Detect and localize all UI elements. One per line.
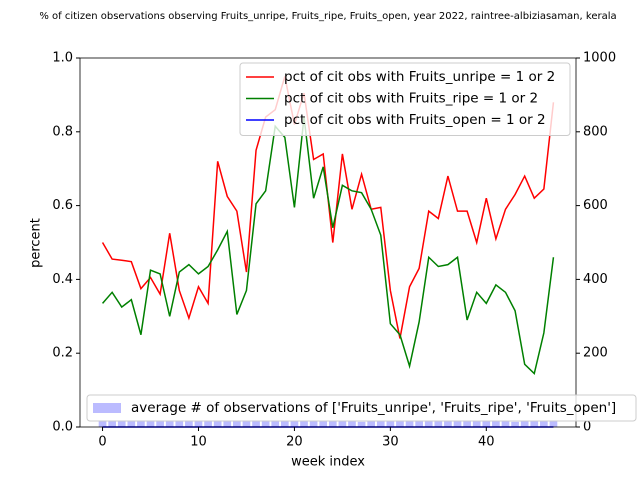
bar bbox=[117, 420, 126, 427]
bar bbox=[319, 421, 328, 427]
x-tick-label: 20 bbox=[286, 435, 303, 450]
y2-tick-label: 1000 bbox=[583, 51, 616, 66]
y-tick-label: 0.0 bbox=[52, 420, 73, 435]
bar bbox=[223, 420, 232, 427]
x-tick-label: 30 bbox=[382, 435, 399, 450]
y-tick-label: 0.6 bbox=[52, 198, 73, 213]
bar bbox=[444, 420, 452, 427]
bar bbox=[501, 421, 510, 427]
bar bbox=[242, 420, 251, 427]
legend-label: pct of cit obs with Fruits_open = 1 or 2 bbox=[284, 112, 546, 128]
bar bbox=[386, 420, 395, 427]
bar bbox=[271, 420, 280, 427]
y2-tick-label: 800 bbox=[583, 124, 608, 139]
bar bbox=[520, 421, 529, 427]
bar bbox=[424, 420, 433, 427]
bar bbox=[108, 420, 116, 427]
line-series bbox=[101, 116, 555, 375]
y-tick-label: 1.0 bbox=[52, 51, 73, 66]
bar bbox=[127, 420, 136, 427]
y2-tick-label: 200 bbox=[583, 346, 608, 361]
plot-frame bbox=[79, 57, 577, 428]
y-tick-label: 0.4 bbox=[52, 272, 73, 287]
bar bbox=[357, 421, 366, 427]
legend-box bbox=[239, 62, 571, 136]
bar bbox=[309, 420, 318, 427]
legend-label: average # of observations of ['Fruits_un… bbox=[131, 400, 616, 416]
bar bbox=[204, 420, 212, 427]
bar bbox=[300, 420, 308, 427]
bar bbox=[233, 420, 241, 427]
x-tick-label: 10 bbox=[190, 435, 207, 450]
bar bbox=[338, 421, 347, 427]
bar bbox=[194, 420, 203, 427]
bar bbox=[367, 421, 376, 427]
bar bbox=[415, 420, 423, 427]
bar bbox=[280, 420, 289, 427]
legend-box bbox=[86, 394, 637, 422]
legend-label: pct of cit obs with Fruits_ripe = 1 or 2 bbox=[284, 91, 538, 107]
y-tick-label: 0.8 bbox=[52, 124, 73, 139]
bar bbox=[482, 421, 491, 427]
bar bbox=[290, 420, 299, 427]
bar bbox=[492, 420, 500, 427]
bar bbox=[434, 420, 443, 427]
bar bbox=[530, 420, 539, 427]
y-axis-label: percent bbox=[29, 218, 44, 268]
bar bbox=[261, 420, 270, 427]
bar bbox=[511, 421, 519, 427]
bar bbox=[165, 420, 174, 427]
chart-title: % of citizen observations observing Frui… bbox=[39, 11, 616, 22]
bar bbox=[137, 420, 145, 427]
x-axis-label: week index bbox=[291, 455, 365, 470]
y-tick-label: 0.2 bbox=[52, 346, 73, 361]
bar bbox=[213, 420, 222, 427]
y2-tick-label: 400 bbox=[583, 272, 608, 287]
x-tick-label: 40 bbox=[478, 435, 495, 450]
bar bbox=[98, 420, 107, 427]
bar bbox=[472, 420, 481, 427]
bar bbox=[175, 420, 184, 427]
bar bbox=[453, 420, 462, 427]
legend-swatch bbox=[93, 403, 121, 413]
bar bbox=[396, 420, 404, 427]
bar bbox=[252, 420, 260, 427]
bar bbox=[156, 420, 164, 427]
bar bbox=[463, 420, 471, 427]
bar bbox=[185, 420, 193, 427]
legend-label: pct of cit obs with Fruits_unripe = 1 or… bbox=[284, 69, 555, 85]
bar bbox=[376, 421, 385, 427]
bar bbox=[549, 420, 558, 427]
bar bbox=[405, 420, 414, 427]
x-tick-label: 0 bbox=[98, 435, 106, 450]
bar bbox=[348, 421, 356, 427]
y2-tick-label: 600 bbox=[583, 198, 608, 213]
bar bbox=[540, 420, 548, 427]
y2-tick-label: 0 bbox=[583, 420, 591, 435]
bar bbox=[146, 420, 155, 427]
bar bbox=[328, 421, 337, 427]
